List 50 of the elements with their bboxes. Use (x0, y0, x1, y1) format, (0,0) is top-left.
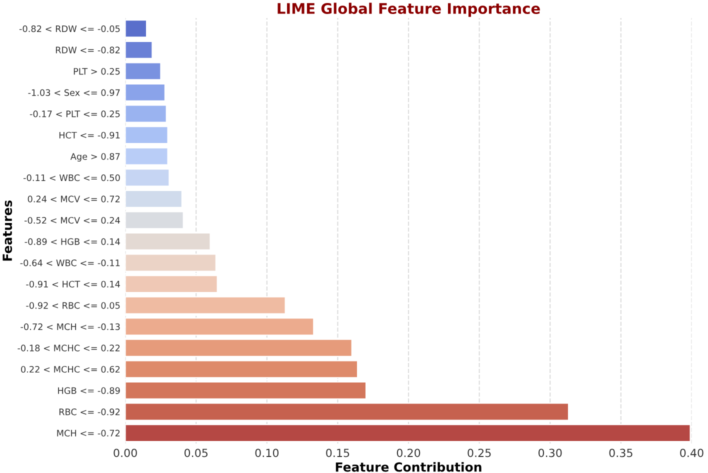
bar (125, 62, 162, 80)
x-tick-label: 0.25 (468, 448, 491, 458)
bar (125, 20, 148, 38)
y-tick-label: HCT <= -0.91 (59, 132, 120, 139)
bar (125, 296, 286, 314)
x-tick-label: 0.00 (114, 448, 137, 458)
y-tick-label: -0.89 < HGB <= 0.14 (24, 238, 120, 245)
bar (125, 190, 183, 208)
x-axis-title: Feature Contribution (336, 462, 482, 472)
x-tick-label: 0.35 (609, 448, 632, 458)
bar (125, 274, 218, 294)
y-tick-label: -1.03 < Sex <= 0.97 (28, 89, 120, 96)
y-tick-label: -0.64 < WBC <= -0.11 (20, 260, 120, 266)
y-tick-label: -0.17 < PLT <= 0.25 (30, 110, 120, 118)
y-tick-label: -0.72 < MCH <= -0.13 (20, 323, 120, 330)
y-tick-label: Age > 0.87 (70, 153, 120, 162)
y-tick-label: PLT > 0.25 (74, 68, 120, 75)
chart-title: LIME Global Feature Importance (278, 2, 540, 17)
y-tick-label: -0.11 < WBC <= 0.50 (24, 174, 120, 182)
y-tick-label: -0.91 < HCT <= 0.14 (26, 280, 120, 288)
y-tick-label: -0.82 < RDW <= -0.05 (19, 25, 120, 32)
bar (125, 126, 168, 144)
x-tick-label: 0.10 (255, 448, 279, 458)
y-tick-label: HGB <= -0.89 (58, 387, 120, 394)
x-tick-label: 0.40 (680, 448, 704, 458)
y-axis-title: Features (2, 200, 12, 261)
bar (125, 360, 358, 378)
y-tick-label: -0.92 < RBC <= 0.05 (26, 302, 120, 309)
y-tick-label: 0.24 < MCV <= 0.72 (28, 196, 120, 202)
bar (125, 338, 352, 357)
bar (125, 104, 167, 123)
y-tick-label: 0.22 < MCHC <= 0.62 (21, 366, 120, 373)
y-tick-label: -0.52 < MCV <= 0.24 (24, 216, 120, 224)
x-tick-label: 0.20 (396, 448, 420, 458)
bar (125, 318, 314, 336)
y-tick-label: MCH <= -0.72 (57, 430, 120, 437)
bar (125, 168, 170, 187)
bar (125, 402, 570, 421)
bar (125, 381, 367, 400)
bar (125, 83, 166, 102)
x-tick-label: 0.05 (184, 448, 208, 458)
y-tick-label: RBC <= -0.92 (59, 408, 120, 416)
y-tick-label: -0.18 < MCHC <= 0.22 (18, 344, 120, 352)
bar (125, 254, 216, 272)
bar (125, 147, 168, 166)
x-tick-label: 0.30 (538, 448, 562, 458)
bar (125, 424, 691, 442)
y-tick-label: RDW <= -0.82 (56, 46, 120, 54)
bar (125, 40, 153, 59)
x-tick-label: 0.15 (326, 448, 350, 458)
